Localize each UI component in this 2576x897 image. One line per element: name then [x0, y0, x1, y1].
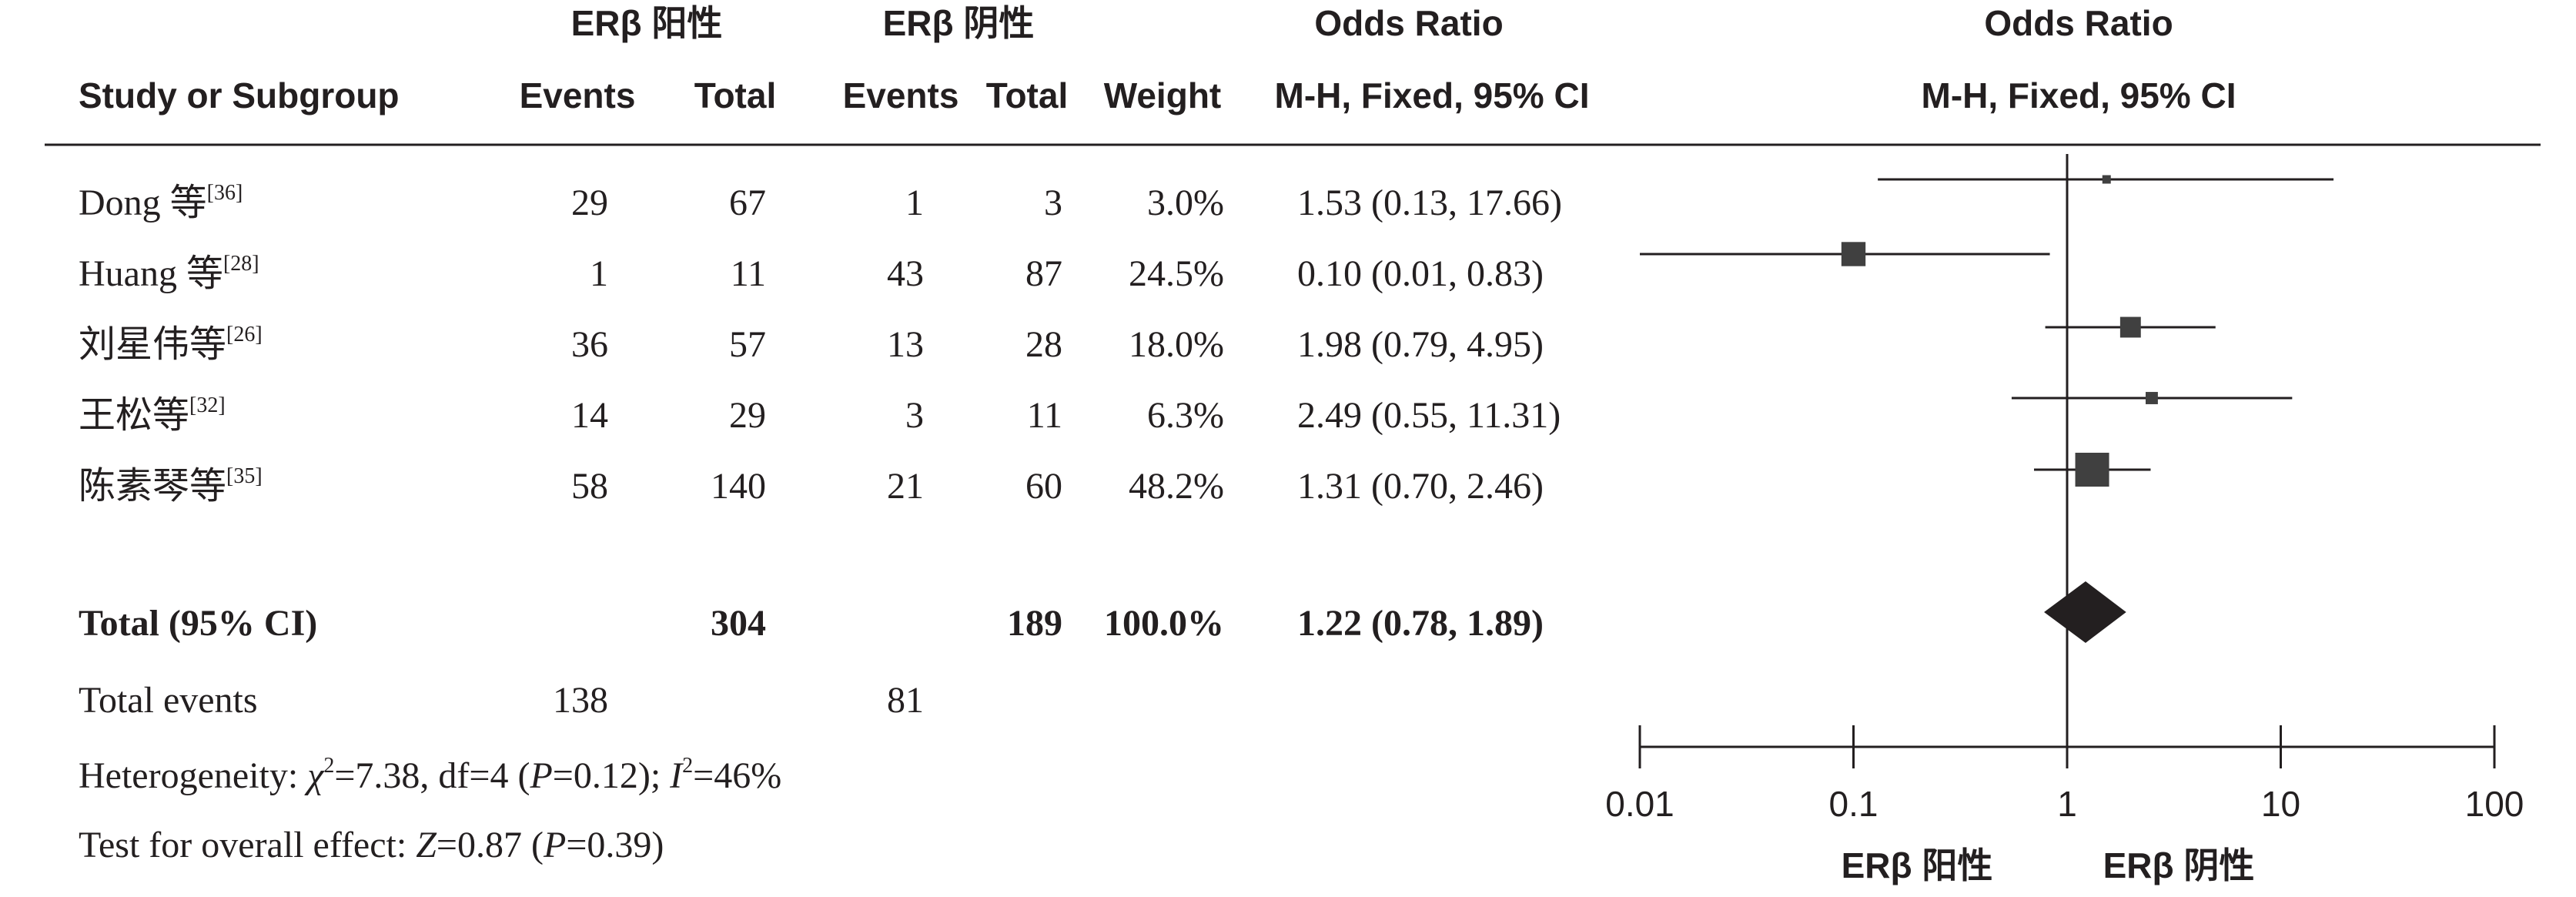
favours-right-label: ERβ 阴性 [2103, 845, 2255, 885]
events2-cell: 3 [905, 395, 924, 436]
pooled-diamond [2044, 581, 2126, 643]
total1-cell: 57 [729, 324, 766, 365]
total1-cell: 67 [729, 182, 766, 223]
study-marker [2145, 392, 2158, 404]
x-tick-label: 1 [2057, 784, 2077, 824]
total2-cell: 28 [1025, 324, 1062, 365]
events1-cell: 36 [571, 324, 608, 365]
total2-cell: 3 [1044, 182, 1062, 223]
group2-header: ERβ 阴性 [882, 3, 1035, 43]
study-marker [2102, 175, 2111, 184]
total-weight-cell: 100.0% [1104, 603, 1224, 644]
events1-cell: 58 [571, 466, 608, 507]
total1-cell: 140 [711, 466, 766, 507]
plot-method-header: M-H, Fixed, 95% CI [1921, 75, 2236, 115]
x-tick-label: 0.1 [1829, 784, 1878, 824]
or-column-title: Odds Ratio [1314, 3, 1504, 43]
x-tick-label: 100 [2465, 784, 2524, 824]
events1-column-header: Events [519, 75, 636, 115]
or-ci-cell: 2.49 (0.55, 11.31) [1297, 395, 1561, 436]
total1-cell: 29 [729, 395, 766, 436]
total1-cell: 304 [711, 603, 766, 644]
events1-cell: 29 [571, 182, 608, 223]
total2-cell: 189 [1007, 603, 1062, 644]
heterogeneity-text: Heterogeneity: χ2=7.38, df=4 (P=0.12); I… [79, 754, 782, 797]
or-ci-cell: 0.10 (0.01, 0.83) [1297, 253, 1544, 294]
events2-cell: 43 [887, 253, 924, 294]
study-marker [2119, 316, 2141, 338]
total1-column-header: Total [694, 75, 777, 115]
total2-column-header: Total [985, 75, 1069, 115]
events1-cell: 14 [571, 395, 608, 436]
plot-title: Odds Ratio [1984, 3, 2173, 43]
overall-effect-text: Test for overall effect: Z=0.87 (P=0.39) [79, 825, 664, 865]
or-ci-cell: 1.98 (0.79, 4.95) [1297, 324, 1544, 365]
weight-cell: 48.2% [1129, 466, 1224, 507]
total-events2-cell: 81 [887, 680, 924, 721]
study-name: 王松等[32] [79, 393, 226, 437]
weight-cell: 3.0% [1147, 182, 1224, 223]
events1-cell: 1 [590, 253, 608, 294]
total-or-ci-cell: 1.22 (0.78, 1.89) [1297, 603, 1544, 644]
events2-cell: 1 [905, 182, 924, 223]
study-name: 刘星伟等[26] [79, 323, 263, 366]
study-marker [1841, 242, 1866, 266]
total2-cell: 87 [1025, 253, 1062, 294]
or-ci-cell: 1.31 (0.70, 2.46) [1297, 466, 1544, 507]
total1-cell: 11 [730, 253, 766, 294]
study-name: Dong 等[36] [79, 181, 243, 224]
x-tick-label: 10 [2261, 784, 2300, 824]
total-events1-cell: 138 [553, 680, 608, 721]
total-label: Total (95% CI) [79, 603, 318, 644]
weight-cell: 18.0% [1129, 324, 1224, 365]
weight-column-header: Weight [1103, 75, 1222, 115]
study-name: Huang 等[28] [79, 252, 259, 295]
x-tick-label: 0.01 [1605, 784, 1674, 824]
events2-cell: 21 [887, 466, 924, 507]
total2-cell: 60 [1025, 466, 1062, 507]
events2-cell: 13 [887, 324, 924, 365]
events2-column-header: Events [842, 75, 959, 115]
study-marker [2075, 453, 2109, 487]
or-method-header: M-H, Fixed, 95% CI [1274, 75, 1590, 115]
study-column-header: Study or Subgroup [79, 75, 400, 115]
total2-cell: 11 [1026, 395, 1062, 436]
weight-cell: 24.5% [1129, 253, 1224, 294]
weight-cell: 6.3% [1147, 395, 1224, 436]
favours-left-label: ERβ 阳性 [1841, 845, 1993, 885]
group1-header: ERβ 阳性 [570, 3, 723, 43]
study-name: 陈素琴等[35] [79, 464, 263, 507]
total-events-label: Total events [79, 680, 258, 721]
or-ci-cell: 1.53 (0.13, 17.66) [1297, 182, 1562, 223]
